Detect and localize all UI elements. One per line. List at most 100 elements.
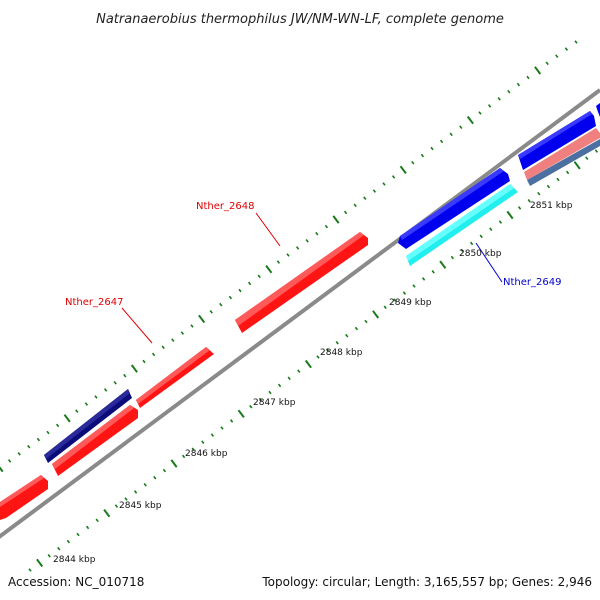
minor-tick <box>545 61 549 66</box>
minor-tick <box>497 97 501 101</box>
scale-label: 2848 kbp <box>320 348 363 358</box>
major-tick <box>198 314 206 324</box>
minor-tick <box>430 146 434 151</box>
minor-tick <box>180 331 185 335</box>
minor-tick <box>55 423 60 428</box>
major-tick <box>439 260 447 269</box>
gene-nther-2644[interactable] <box>0 475 48 520</box>
topology-text: Topology: circular; Length: 3,165,557 bp… <box>261 575 592 589</box>
minor-tick <box>286 253 290 257</box>
minor-tick <box>412 284 416 288</box>
gene-nther-2649-cds[interactable] <box>406 184 518 266</box>
scale-label: 2847 kbp <box>253 398 296 408</box>
major-tick <box>372 310 380 319</box>
minor-tick <box>36 437 41 442</box>
minor-tick <box>95 518 99 523</box>
minor-tick <box>123 373 127 378</box>
minor-tick <box>228 295 233 300</box>
minor-tick <box>546 184 551 189</box>
gene-nther-2646[interactable] <box>52 405 138 476</box>
scale-label: 2845 kbp <box>119 501 162 511</box>
minor-tick <box>305 239 309 243</box>
major-tick <box>466 115 474 125</box>
minor-tick <box>449 132 453 137</box>
scale-label: 2850 kbp <box>459 249 502 259</box>
minor-tick <box>219 302 223 307</box>
minor-tick <box>277 383 282 388</box>
major-tick <box>36 558 44 568</box>
minor-tick <box>353 203 357 208</box>
scale-label: 2844 kbp <box>53 555 96 565</box>
major-tick <box>573 161 581 170</box>
minor-tick <box>76 532 80 537</box>
minor-tick <box>393 298 397 302</box>
minor-tick <box>383 305 387 310</box>
minor-tick <box>478 111 482 115</box>
minor-tick <box>450 255 455 260</box>
minor-tick <box>268 390 272 395</box>
minor-tick <box>382 182 386 186</box>
minor-tick <box>565 170 570 175</box>
minor-tick <box>162 468 167 473</box>
gene-label-nther-2647[interactable]: Nther_2647 <box>65 297 123 308</box>
minor-tick <box>335 341 339 345</box>
minor-tick <box>316 355 320 359</box>
gene-nther-2649[interactable] <box>398 168 510 249</box>
minor-tick <box>315 231 319 236</box>
minor-tick <box>57 546 61 551</box>
gene-nther-2645[interactable] <box>44 389 132 463</box>
major-tick <box>237 409 245 418</box>
scale-label: 2846 kbp <box>185 449 228 459</box>
minor-tick <box>201 440 205 444</box>
minor-tick <box>564 47 569 51</box>
minor-tick <box>297 369 301 373</box>
minor-tick <box>133 490 138 494</box>
minor-tick <box>487 104 492 108</box>
minor-tick <box>363 196 367 200</box>
gene-nther-2650[interactable] <box>518 111 596 170</box>
minor-tick <box>84 402 89 406</box>
minor-tick <box>516 82 521 87</box>
major-tick <box>63 414 71 423</box>
leader-nther-2649 <box>475 242 503 283</box>
major-tick <box>534 66 542 75</box>
minor-tick <box>7 459 12 463</box>
major-tick <box>506 210 514 220</box>
minor-tick <box>555 54 559 58</box>
minor-tick <box>94 395 98 399</box>
scale-label: 2849 kbp <box>389 298 432 308</box>
minor-tick <box>364 319 368 324</box>
gene-nther-2647[interactable] <box>136 347 214 408</box>
gene-nther-2650-rrna[interactable] <box>524 128 600 180</box>
minor-tick <box>594 149 599 153</box>
genome-backbone <box>0 88 600 539</box>
inner-tick-track <box>28 149 599 572</box>
minor-tick <box>257 274 261 279</box>
minor-tick <box>295 246 300 250</box>
minor-tick <box>459 125 463 129</box>
minor-tick <box>574 40 578 44</box>
minor-tick <box>220 426 224 430</box>
minor-tick <box>354 326 359 331</box>
minor-tick <box>556 177 560 182</box>
minor-tick <box>143 483 147 487</box>
minor-tick <box>28 568 32 572</box>
minor-tick <box>27 444 31 449</box>
minor-tick <box>372 189 377 193</box>
gene-nther-2651[interactable] <box>596 103 600 117</box>
minor-tick <box>113 381 117 385</box>
gene-label-nther-2649[interactable]: Nther_2649 <box>503 277 561 288</box>
minor-tick <box>527 199 531 203</box>
minor-tick <box>585 156 589 160</box>
minor-tick <box>47 554 51 558</box>
minor-tick <box>209 310 213 314</box>
minor-tick <box>17 452 21 456</box>
gene-label-nther-2648[interactable]: Nther_2648 <box>196 201 254 212</box>
minor-tick <box>537 191 541 196</box>
gene-nther-2650-trna[interactable] <box>527 139 600 186</box>
minor-tick <box>249 404 253 409</box>
gene-nther-2648[interactable] <box>235 232 368 333</box>
major-tick <box>332 215 340 224</box>
major-tick <box>130 364 138 373</box>
